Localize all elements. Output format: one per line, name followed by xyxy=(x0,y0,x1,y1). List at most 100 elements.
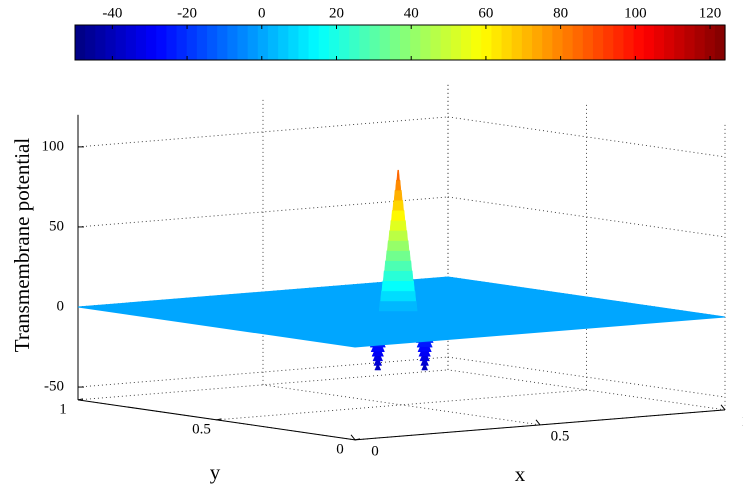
colorbar-cell xyxy=(207,25,218,60)
surface-patch xyxy=(384,260,413,272)
x-tick xyxy=(350,434,356,441)
z-tick-label: 0 xyxy=(57,298,65,314)
colorbar-cell xyxy=(237,25,249,60)
colorbar-cell xyxy=(552,25,564,60)
y-tick-label: 0.5 xyxy=(192,421,211,437)
colorbar-cell xyxy=(227,25,239,60)
colorbar-cell xyxy=(491,25,503,60)
colorbar-tick-label: -20 xyxy=(177,5,197,21)
colorbar-cell xyxy=(440,25,452,60)
surface-patch xyxy=(420,360,429,366)
surface-patch xyxy=(387,240,410,251)
colorbar-cell xyxy=(146,25,157,60)
colorbar-cell xyxy=(450,25,462,60)
colorbar-cell xyxy=(664,25,675,60)
colorbar-cell xyxy=(389,25,401,60)
colorbar-cell xyxy=(217,25,228,60)
colorbar-cell xyxy=(714,25,726,60)
x-tick xyxy=(535,419,541,426)
colorbar-cell xyxy=(339,25,350,60)
colorbar-cell xyxy=(166,25,178,60)
colorbar-cell xyxy=(308,25,320,60)
surface-patch xyxy=(385,250,411,261)
colorbar-cell xyxy=(572,25,584,60)
colorbar-tick-label: 120 xyxy=(699,5,722,21)
colorbar-cell xyxy=(196,25,208,60)
colorbar-cell xyxy=(186,25,198,60)
surface-patch xyxy=(418,351,431,357)
y-tick xyxy=(354,438,361,441)
colorbar-cell xyxy=(674,25,685,60)
colorbar-cell xyxy=(511,25,523,60)
grid-line xyxy=(216,389,587,421)
surface-patch xyxy=(378,300,418,312)
colorbar-cell xyxy=(379,25,391,60)
z-tick-label: -50 xyxy=(44,378,64,394)
surface-patch xyxy=(389,220,407,231)
colorbar-cell xyxy=(542,25,553,60)
colorbar-cell xyxy=(257,25,269,60)
colorbar-tick-label: 0 xyxy=(258,5,266,21)
colorbar-cell xyxy=(430,25,442,60)
colorbar-cell xyxy=(603,25,614,60)
colorbar-cell xyxy=(288,25,300,60)
colorbar-cell xyxy=(694,25,706,60)
x-tick-label: 1 xyxy=(741,413,743,429)
surface-patch xyxy=(391,210,406,221)
colorbar-cell xyxy=(592,25,604,60)
surface-patch xyxy=(373,360,383,366)
colorbar-cell xyxy=(562,25,574,60)
x-tick xyxy=(720,404,726,411)
colorbar-cell xyxy=(481,25,493,60)
surface-patch xyxy=(392,200,404,211)
surface-feature xyxy=(378,169,418,312)
colorbar-cell xyxy=(684,25,696,60)
colorbar-cell xyxy=(460,25,472,60)
colorbar-tick-label: 80 xyxy=(553,5,568,21)
y-axis-label: y xyxy=(210,460,221,484)
surface-patch xyxy=(372,356,384,362)
surface-patch xyxy=(382,270,414,282)
surface-patch xyxy=(388,230,408,241)
colorbar-cell xyxy=(653,25,665,60)
surface-patch xyxy=(396,169,400,181)
colorbar-cell xyxy=(105,25,117,60)
colorbar-cell xyxy=(623,25,635,60)
colorbar-cell xyxy=(318,25,330,60)
z-tick-label: 50 xyxy=(49,218,64,234)
surface-plane xyxy=(77,276,726,348)
x-axis-label: x xyxy=(515,462,526,486)
surface-patch xyxy=(419,356,430,362)
colorbar-cell xyxy=(298,25,310,60)
x-tick-label: 0.5 xyxy=(551,428,570,444)
grid-line xyxy=(262,384,541,426)
surface-patch xyxy=(417,346,432,352)
y-tick xyxy=(216,418,222,421)
colorbar-cell xyxy=(410,25,421,60)
colorbar-cell xyxy=(115,25,127,60)
colorbar-cell xyxy=(400,25,411,60)
colorbar-cell xyxy=(176,25,188,60)
surface-patch xyxy=(395,179,402,191)
colorbar-cell xyxy=(95,25,107,60)
colorbar-tick-label: 60 xyxy=(478,5,493,21)
colorbar-cell xyxy=(359,25,371,60)
colorbar-cell xyxy=(521,25,533,60)
z-tick-label: 100 xyxy=(42,138,65,154)
colorbar-cell xyxy=(267,25,279,60)
surface-patch xyxy=(371,351,384,357)
colorbar-cell xyxy=(643,25,655,60)
colorbar-cell xyxy=(328,25,340,60)
colorbar-cell xyxy=(633,25,645,60)
colorbar-cell xyxy=(75,25,86,60)
surface-patch xyxy=(370,346,385,352)
z-axis-label: Transmembrane potential xyxy=(10,138,34,353)
colorbar-cell xyxy=(85,25,96,60)
colorbar-cell xyxy=(501,25,513,60)
surface-patch xyxy=(374,365,382,371)
colorbar-frame xyxy=(74,24,726,61)
colorbar-tick-label: 40 xyxy=(404,5,419,21)
y-tick xyxy=(77,398,84,401)
surface-patch xyxy=(381,280,415,292)
